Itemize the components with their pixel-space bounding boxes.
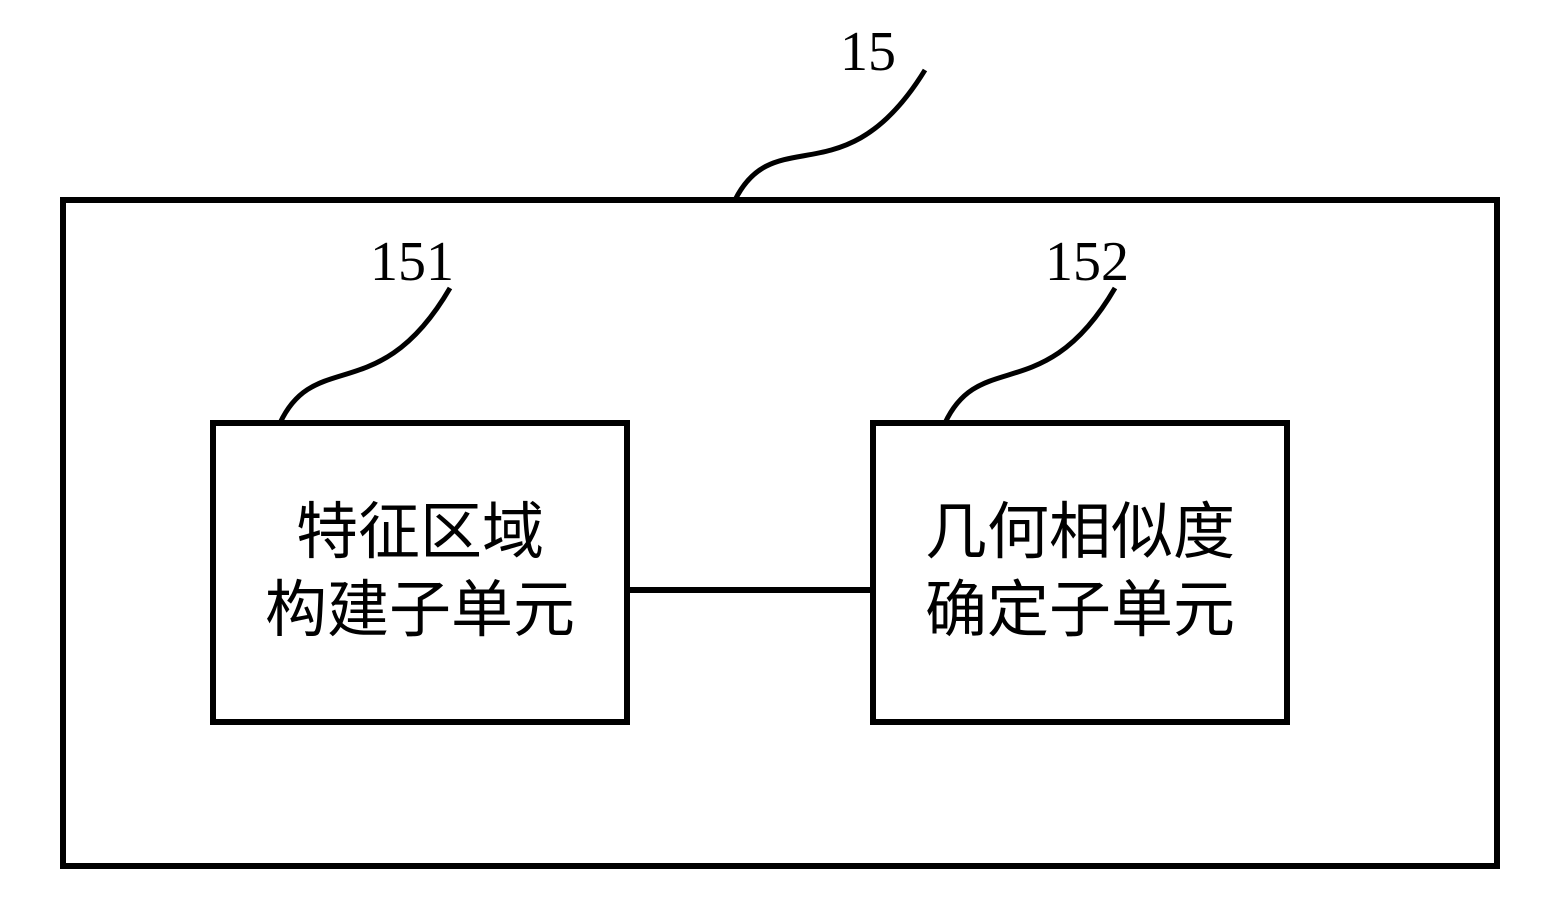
leader-line-152 xyxy=(945,278,1125,423)
leader-line-151 xyxy=(280,278,460,423)
box-152-line2: 确定子单元 xyxy=(925,573,1235,651)
box-152-line1: 几何相似度 xyxy=(925,495,1235,573)
diagram-canvas: 15 特征区域 构建子单元 151 几何相似度 确定子单元 152 xyxy=(0,0,1560,904)
box-152: 几何相似度 确定子单元 xyxy=(870,420,1290,725)
leader-line-15 xyxy=(735,60,935,200)
box-151: 特征区域 构建子单元 xyxy=(210,420,630,725)
box-151-line1: 特征区域 xyxy=(296,495,544,573)
box-151-line2: 构建子单元 xyxy=(265,573,575,651)
connector-151-152 xyxy=(630,587,870,593)
